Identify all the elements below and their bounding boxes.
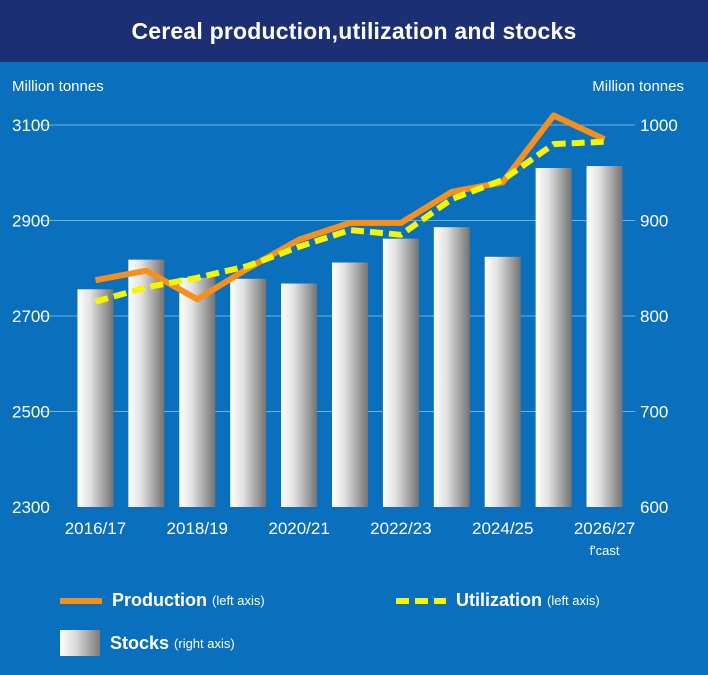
left-tick-label: 2700 [12,307,50,326]
right-tick-label: 600 [640,498,668,517]
x-tick-label: 2016/17 [65,519,126,538]
right-axis-unit: Million tonnes [592,78,684,95]
x-tick-label: 2018/19 [167,519,228,538]
x-tick-label: 2022/23 [370,519,431,538]
x-tick-label: 2024/25 [472,519,533,538]
stocks-bar [179,277,216,507]
stocks-bar [382,238,419,507]
legend-utilization: Utilization (left axis) [396,590,600,611]
legend-utilization-note: (left axis) [547,593,600,608]
legend-stocks-name: Stocks [110,632,170,653]
utilization-swatch [396,597,446,604]
x-tick-label: 2020/21 [268,519,329,538]
x-tick-label: 2026/27 [574,519,635,538]
left-tick-label: 2500 [12,403,50,422]
right-tick-label: 800 [640,307,668,326]
production-line [94,112,606,303]
chart-plot: 2300 2500 2700 2900 3100 600 700 800 900 1000 2016… [12,112,678,558]
stocks-bar [535,167,572,507]
legend-production-name: Production [112,590,207,610]
right-tick-label: 700 [640,403,668,422]
left-axis-unit: Million tonnes [12,78,104,95]
chart-title-bar: Cereal production,utilization and stocks [0,0,708,62]
left-tick-label: 2300 [12,498,50,517]
stocks-bar [484,256,521,507]
stocks-bar [230,278,267,507]
x-tick-sublabel: f'cast [590,543,620,558]
stocks-bar [77,289,114,507]
stocks-bar [433,227,470,507]
left-tick-label: 3100 [12,116,50,135]
right-tick-label: 1000 [640,116,678,135]
right-tick-label: 900 [640,212,668,231]
left-tick-label: 2900 [12,212,50,231]
production-swatch [60,597,102,604]
stocks-bar [128,259,165,507]
stocks-swatch [60,630,100,656]
stocks-bar [586,166,623,507]
stocks-bar [332,262,368,507]
stocks-bar [281,283,318,507]
legend-stocks-note: (right axis) [174,635,235,651]
legend-production-note: (left axis) [212,593,265,608]
legend-production: Production (left axis) [60,590,265,611]
chart-title: Cereal production,utilization and stocks [131,17,577,44]
legend-utilization-name: Utilization [456,590,542,610]
utilization-line [94,138,605,305]
legend-stocks: Stocks (right axis) [60,630,235,656]
